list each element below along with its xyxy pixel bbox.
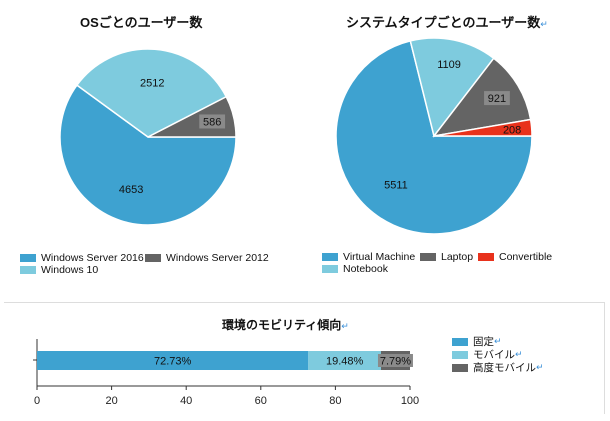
- pie-data-label-0-2: 586: [203, 116, 221, 128]
- legend-label: Notebook: [343, 263, 388, 275]
- section-divider: [4, 302, 604, 303]
- pie-data-label-0-0: 4653: [119, 184, 143, 196]
- pie-slice-1-1: [409, 37, 495, 138]
- pie-data-label-0-1: 2512: [140, 78, 164, 90]
- legend-label: Windows 10: [41, 264, 99, 276]
- systemtype-chart-title-text: システムタイプごとのユーザー数: [346, 15, 541, 30]
- return-mark-icon: ↵: [494, 336, 502, 346]
- pie-data-label-1-2-box: [484, 91, 510, 106]
- return-mark-icon: ↵: [536, 362, 544, 372]
- legend-item-virtual-machine: Virtual Machine: [322, 251, 415, 263]
- x-tick-label: 60: [255, 395, 267, 407]
- legend-swatch: [20, 254, 36, 262]
- pie-data-label-1-0: 5511: [384, 180, 408, 192]
- bar-segment-0: [37, 351, 309, 370]
- legend-item-mobile: モバイル ↵: [452, 347, 523, 362]
- legend-swatch: [478, 253, 494, 261]
- bar-data-label-2: 7.79%: [380, 356, 411, 368]
- pie-slice-1-0: [335, 39, 533, 235]
- x-tick-label: 100: [401, 395, 419, 407]
- legend-label: Windows Server 2012: [166, 252, 269, 264]
- legend-item-fixed: 固定 ↵: [452, 334, 502, 349]
- systemtype-chart-title: システムタイプごとのユーザー数↵: [346, 12, 548, 31]
- x-tick-label: 20: [105, 395, 117, 407]
- legend-swatch: [322, 265, 338, 273]
- mobility-chart-title: 環境のモビリティ傾向↵: [222, 316, 349, 333]
- return-mark-icon: ↵: [540, 19, 548, 29]
- x-tick-label: 40: [180, 395, 192, 407]
- legend-item-convertible: Convertible: [478, 251, 552, 263]
- legend-label: 高度モバイル: [473, 362, 536, 374]
- legend-item-windows-server-2016: Windows Server 2016: [20, 252, 144, 264]
- pie-data-label-1-1: 1109: [437, 59, 461, 71]
- return-mark-icon: ↵: [341, 321, 349, 331]
- legend-label: Laptop: [441, 251, 474, 263]
- pie-slice-1-2: [432, 57, 532, 138]
- legend-label: 固定: [473, 336, 494, 348]
- legend-label: Windows Server 2016: [41, 252, 144, 264]
- x-tick-label: 0: [34, 395, 40, 407]
- legend-item-windows-server-2012: Windows Server 2012: [145, 252, 269, 264]
- panel-border: [604, 302, 605, 414]
- legend-label: Virtual Machine: [343, 251, 416, 263]
- legend-item-laptop: Laptop: [420, 251, 473, 263]
- legend-swatch: [20, 266, 36, 274]
- legend-label: モバイル: [473, 349, 515, 361]
- legend-item-notebook: Notebook: [322, 263, 388, 275]
- mobility-chart-title-text: 環境のモビリティ傾向: [222, 318, 342, 332]
- legend-item-windows-10: Windows 10: [20, 264, 98, 276]
- bar-data-label-0: 72.73%: [154, 356, 192, 368]
- pie-slice-0-1: [75, 48, 228, 138]
- os-chart-title: OSごとのユーザー数: [80, 12, 202, 31]
- pie-slice-0-0: [59, 84, 237, 226]
- pie-slice-1-3: [433, 118, 533, 137]
- legend-label: Convertible: [499, 251, 553, 263]
- pie-data-label-1-3: 208: [503, 124, 521, 136]
- legend-item-high-mobile: 高度モバイル ↵: [452, 360, 544, 375]
- bar-segment-1: [308, 351, 381, 370]
- pie-data-label-0-2-box: [199, 114, 226, 129]
- legend-swatch: [322, 253, 338, 261]
- pie-data-label-1-2: 921: [488, 93, 506, 105]
- x-tick-label: 80: [329, 395, 341, 407]
- legend-swatch: [452, 350, 468, 359]
- legend-swatch: [452, 363, 468, 372]
- legend-swatch: [145, 254, 161, 262]
- legend-swatch: [452, 337, 468, 346]
- bar-data-label-1: 19.48%: [326, 356, 364, 368]
- os-chart-title-text: OSごとのユーザー数: [80, 15, 203, 30]
- bar-data-label-box-2: [377, 354, 413, 367]
- return-mark-icon: ↵: [515, 349, 523, 359]
- legend-swatch: [420, 253, 436, 261]
